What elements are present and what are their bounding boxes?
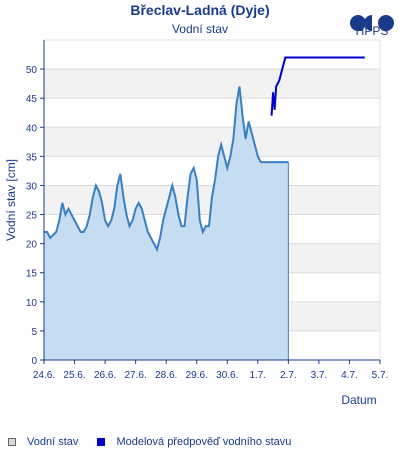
hpps-logo-icon: [350, 15, 394, 31]
x-tick-label: 28.6.: [155, 370, 177, 381]
y-tick-label: 20: [26, 240, 38, 251]
series-line-forecast: [270, 56, 365, 116]
y-tick-label: 25: [26, 211, 38, 222]
legend-swatch-water-level: [8, 438, 16, 446]
y-tick-label: 30: [26, 181, 38, 192]
x-tick-label: 27.6.: [125, 370, 147, 381]
y-tick-label: 5: [31, 327, 37, 338]
y-tick-label: 0: [31, 356, 37, 367]
legend: Vodní stav Modelová předpověď vodního st…: [8, 436, 307, 449]
x-axis-label: Datum: [341, 393, 376, 407]
x-tick-label: 5.7.: [372, 370, 389, 381]
grid-band: [44, 69, 380, 99]
x-tick-label: 3.7.: [311, 370, 328, 381]
x-tick-label: 25.6.: [63, 370, 85, 381]
logo-text: HPPS: [355, 24, 389, 38]
y-axis-label: Vodní stav [cm]: [4, 159, 18, 241]
x-tick-label: 1.7.: [249, 370, 266, 381]
legend-label-water-level: Vodní stav: [27, 436, 79, 448]
x-tick-label: 30.6.: [216, 370, 238, 381]
legend-item-forecast: Modelová předpověď vodního stavu: [97, 436, 291, 448]
chart-title: Břeclav-Ladná (Dyje): [130, 2, 270, 18]
y-tick-label: 50: [26, 65, 38, 76]
y-tick-label: 15: [26, 269, 38, 280]
legend-label-forecast: Modelová předpověď vodního stavu: [116, 436, 292, 448]
chart-area: 0 5 10 15 20 25 30 35 40 45 50 24.6. 25.6. 26.6. 27.6.…: [4, 39, 389, 407]
legend-item-water-level: Vodní stav: [8, 436, 78, 448]
x-tick-label: 4.7.: [341, 370, 358, 381]
chart-subtitle: Vodní stav: [171, 22, 229, 36]
series-line-water-level: [44, 86, 289, 253]
grid-band: [44, 127, 380, 157]
x-tick-label: 24.6.: [33, 370, 55, 381]
series-area-water-level: [44, 86, 289, 360]
y-tick-label: 10: [26, 298, 38, 309]
legend-swatch-forecast: [97, 438, 106, 446]
y-tick-label: 35: [26, 152, 38, 163]
y-tick-label: 40: [26, 123, 38, 134]
y-tick-label: 45: [26, 94, 38, 105]
x-tick-label: 29.6.: [186, 370, 208, 381]
x-tick-label: 2.7.: [280, 370, 297, 381]
x-tick-label: 26.6.: [94, 370, 116, 381]
